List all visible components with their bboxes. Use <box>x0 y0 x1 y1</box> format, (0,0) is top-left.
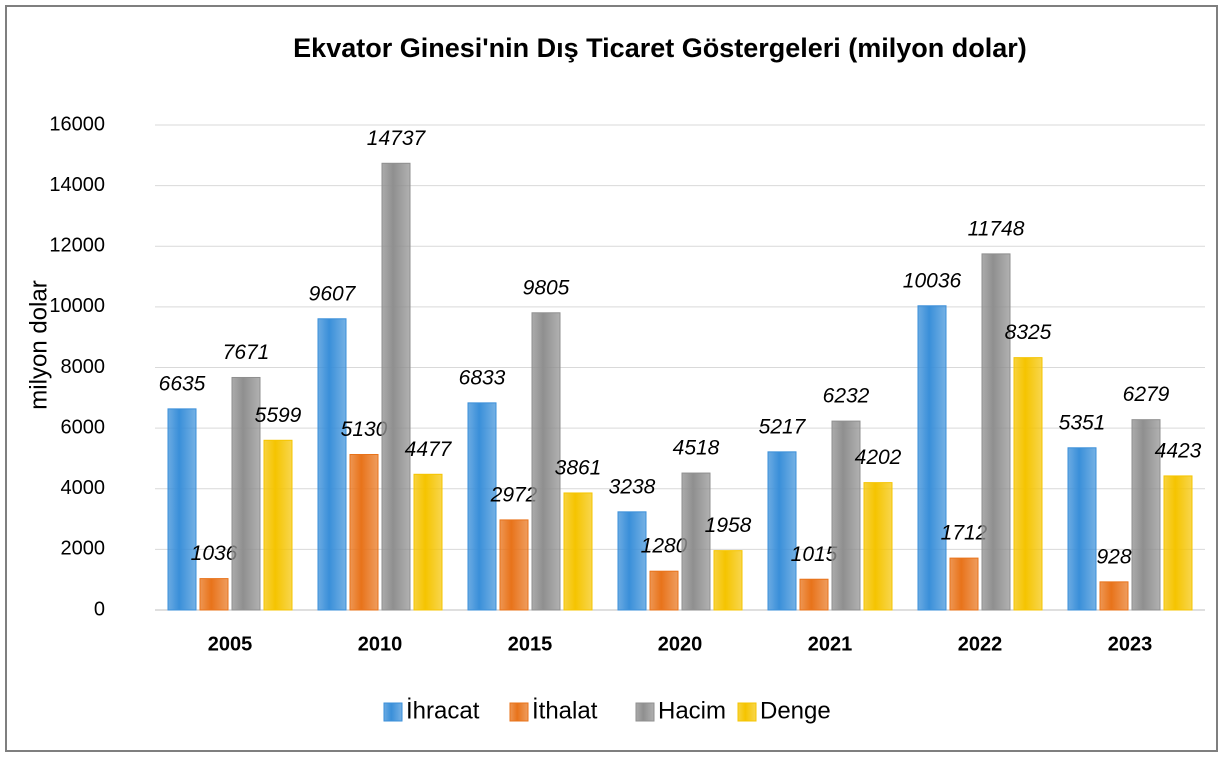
x-tick-label: 2023 <box>1108 633 1153 655</box>
bar <box>863 482 893 611</box>
y-tick-label: 12000 <box>49 235 105 257</box>
value-label: 1280 <box>641 535 688 558</box>
bar <box>199 578 229 611</box>
bar <box>531 312 561 611</box>
bar <box>1163 475 1193 611</box>
x-tick-label: 2020 <box>658 633 703 655</box>
x-tick-label: 2010 <box>358 633 403 655</box>
value-label: 4202 <box>855 446 902 469</box>
legend-label: İhracat <box>406 697 480 724</box>
y-tick-label: 2000 <box>61 538 106 560</box>
bar <box>1067 447 1097 611</box>
value-label: 2972 <box>490 483 538 506</box>
bar <box>499 519 529 611</box>
y-tick-label: 6000 <box>61 416 106 438</box>
bar <box>231 376 261 611</box>
value-label: 1958 <box>705 514 752 537</box>
y-tick-label: 8000 <box>61 356 106 378</box>
legend-swatch <box>635 702 655 722</box>
bar <box>1099 581 1129 611</box>
value-label: 4423 <box>1155 439 1202 462</box>
value-label: 6833 <box>459 366 506 389</box>
bar <box>949 557 979 611</box>
x-tick-label: 2022 <box>958 633 1003 655</box>
legend-swatch <box>383 702 403 722</box>
value-label: 7671 <box>223 341 270 364</box>
value-label: 6279 <box>1123 383 1170 406</box>
y-tick-label: 14000 <box>49 174 105 196</box>
bar <box>381 162 411 611</box>
x-tick-label: 2021 <box>808 633 853 655</box>
legend-label: Denge <box>760 697 831 724</box>
value-label: 11748 <box>968 217 1025 240</box>
bar <box>349 453 379 611</box>
value-label: 3238 <box>609 475 656 498</box>
bar <box>831 420 861 611</box>
y-tick-label: 10000 <box>49 295 105 317</box>
bar <box>563 492 593 611</box>
value-label: 9607 <box>309 282 357 305</box>
chart-title: Ekvator Ginesi'nin Dış Ticaret Göstergel… <box>293 33 1027 63</box>
value-label: 1015 <box>791 543 838 566</box>
value-label: 3861 <box>555 457 602 480</box>
value-label: 4477 <box>405 438 453 461</box>
bar <box>649 570 679 611</box>
value-label: 1712 <box>941 522 988 545</box>
y-axis-title: milyon dolar <box>25 280 52 409</box>
bar <box>1013 357 1043 611</box>
bar <box>167 408 197 611</box>
bar <box>317 318 347 611</box>
value-label: 5217 <box>759 415 807 438</box>
bar <box>981 253 1011 611</box>
legend-label: İthalat <box>532 697 598 724</box>
value-label: 5130 <box>341 418 388 441</box>
y-tick-label: 16000 <box>49 113 105 135</box>
bar <box>1131 419 1161 611</box>
bar <box>799 578 829 611</box>
value-label: 10036 <box>903 269 962 292</box>
bar <box>713 550 743 611</box>
bar <box>263 439 293 611</box>
value-label: 5351 <box>1059 411 1106 434</box>
value-label: 8325 <box>1005 321 1052 344</box>
value-label: 14737 <box>367 127 427 150</box>
value-label: 928 <box>1096 545 1131 568</box>
bar <box>917 305 947 611</box>
value-label: 9805 <box>523 276 570 299</box>
bar <box>467 402 497 611</box>
bar <box>681 472 711 611</box>
legend-label: Hacim <box>658 697 726 724</box>
y-tick-label: 4000 <box>61 477 106 499</box>
y-tick-label: 0 <box>94 598 105 620</box>
value-label: 6232 <box>823 385 870 408</box>
value-label: 5599 <box>255 404 302 427</box>
value-label: 6635 <box>159 372 206 395</box>
bar <box>617 511 647 611</box>
bar <box>767 451 797 611</box>
legend-swatch <box>737 702 757 722</box>
x-tick-label: 2005 <box>208 633 253 655</box>
bar <box>413 473 443 611</box>
legend-swatch <box>509 702 529 722</box>
x-tick-label: 2015 <box>508 633 553 655</box>
value-label: 4518 <box>673 437 720 460</box>
value-label: 1036 <box>191 542 238 565</box>
